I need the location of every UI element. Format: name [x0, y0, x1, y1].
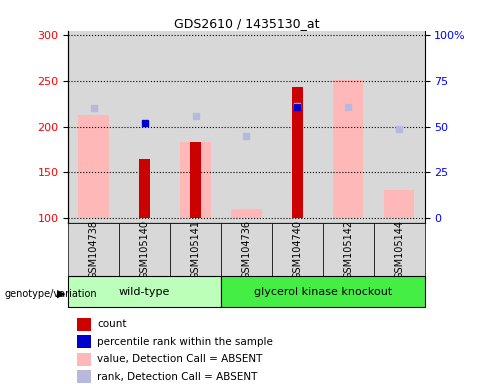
- Text: GSM104738: GSM104738: [89, 220, 99, 279]
- Bar: [272, 31, 323, 223]
- Bar: [323, 31, 374, 223]
- Text: count: count: [97, 319, 126, 329]
- Bar: [68, 223, 119, 276]
- Bar: [77, 318, 91, 331]
- Text: GSM104740: GSM104740: [292, 220, 303, 279]
- Bar: [180, 142, 211, 218]
- Text: GSM105144: GSM105144: [394, 220, 404, 279]
- Bar: [190, 142, 201, 218]
- Text: value, Detection Call = ABSENT: value, Detection Call = ABSENT: [97, 354, 263, 364]
- Bar: [231, 209, 262, 218]
- Text: GSM105141: GSM105141: [190, 220, 201, 279]
- Bar: [272, 223, 323, 276]
- Text: GSM105142: GSM105142: [343, 220, 353, 279]
- Bar: [374, 31, 425, 223]
- Bar: [77, 370, 91, 383]
- Text: GSM105140: GSM105140: [140, 220, 150, 279]
- Bar: [221, 31, 272, 223]
- Title: GDS2610 / 1435130_at: GDS2610 / 1435130_at: [174, 17, 319, 30]
- Bar: [170, 223, 221, 276]
- Text: GSM104736: GSM104736: [242, 220, 251, 279]
- Bar: [119, 223, 170, 276]
- Bar: [292, 88, 303, 218]
- Bar: [323, 223, 374, 276]
- Bar: [68, 31, 119, 223]
- Bar: [170, 31, 221, 223]
- Bar: [77, 353, 91, 366]
- Bar: [221, 276, 425, 307]
- Bar: [77, 335, 91, 348]
- Bar: [68, 276, 221, 307]
- Bar: [333, 80, 364, 218]
- Text: percentile rank within the sample: percentile rank within the sample: [97, 337, 273, 347]
- Text: genotype/variation: genotype/variation: [5, 289, 98, 299]
- Text: ▶: ▶: [58, 289, 66, 299]
- Text: wild-type: wild-type: [119, 287, 170, 297]
- Bar: [384, 190, 414, 218]
- Bar: [119, 31, 170, 223]
- Text: glycerol kinase knockout: glycerol kinase knockout: [254, 287, 392, 297]
- Bar: [221, 223, 272, 276]
- Bar: [374, 223, 425, 276]
- Text: rank, Detection Call = ABSENT: rank, Detection Call = ABSENT: [97, 372, 257, 382]
- Bar: [79, 115, 109, 218]
- Bar: [139, 159, 150, 218]
